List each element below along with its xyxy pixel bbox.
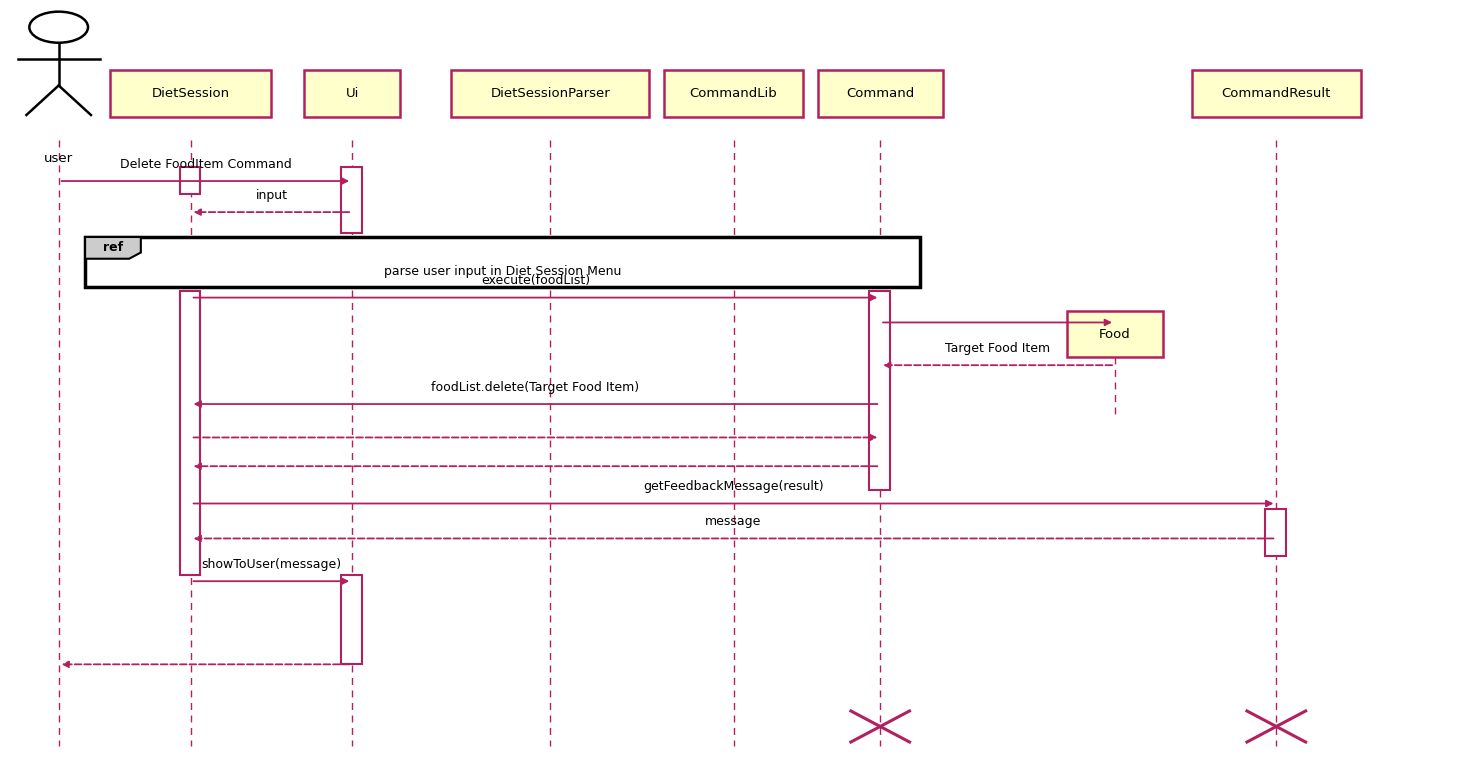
Text: user: user xyxy=(44,152,73,165)
FancyBboxPatch shape xyxy=(180,167,200,194)
Text: parse user input in Diet Session Menu: parse user input in Diet Session Menu xyxy=(384,265,621,278)
Text: Food: Food xyxy=(1099,328,1131,340)
FancyBboxPatch shape xyxy=(340,167,361,233)
FancyBboxPatch shape xyxy=(85,237,920,287)
Text: DietSessionParser: DietSessionParser xyxy=(490,87,610,99)
Text: Delete FoodItem Command: Delete FoodItem Command xyxy=(119,158,292,171)
Text: foodList.delete(Target Food Item): foodList.delete(Target Food Item) xyxy=(431,381,640,394)
FancyBboxPatch shape xyxy=(819,70,942,117)
FancyBboxPatch shape xyxy=(180,291,200,575)
Text: execute(foodList): execute(foodList) xyxy=(481,274,590,287)
Text: showToUser(message): showToUser(message) xyxy=(201,558,342,571)
FancyBboxPatch shape xyxy=(110,70,271,117)
FancyBboxPatch shape xyxy=(340,575,361,664)
Polygon shape xyxy=(85,237,141,259)
FancyBboxPatch shape xyxy=(305,70,399,117)
Text: Command: Command xyxy=(846,87,914,99)
FancyBboxPatch shape xyxy=(1191,70,1361,117)
Text: ref: ref xyxy=(103,242,123,254)
FancyBboxPatch shape xyxy=(452,70,650,117)
FancyBboxPatch shape xyxy=(663,70,804,117)
Text: getFeedbackMessage(result): getFeedbackMessage(result) xyxy=(643,480,824,493)
Text: DietSession: DietSession xyxy=(151,87,230,99)
Text: CommandLib: CommandLib xyxy=(689,87,778,99)
Text: Target Food Item: Target Food Item xyxy=(945,342,1050,355)
Text: input: input xyxy=(255,189,288,202)
Text: message: message xyxy=(706,515,761,528)
FancyBboxPatch shape xyxy=(1266,509,1287,556)
Text: CommandResult: CommandResult xyxy=(1222,87,1331,99)
FancyBboxPatch shape xyxy=(1068,311,1163,357)
Text: Ui: Ui xyxy=(345,87,359,99)
FancyBboxPatch shape xyxy=(868,291,889,490)
